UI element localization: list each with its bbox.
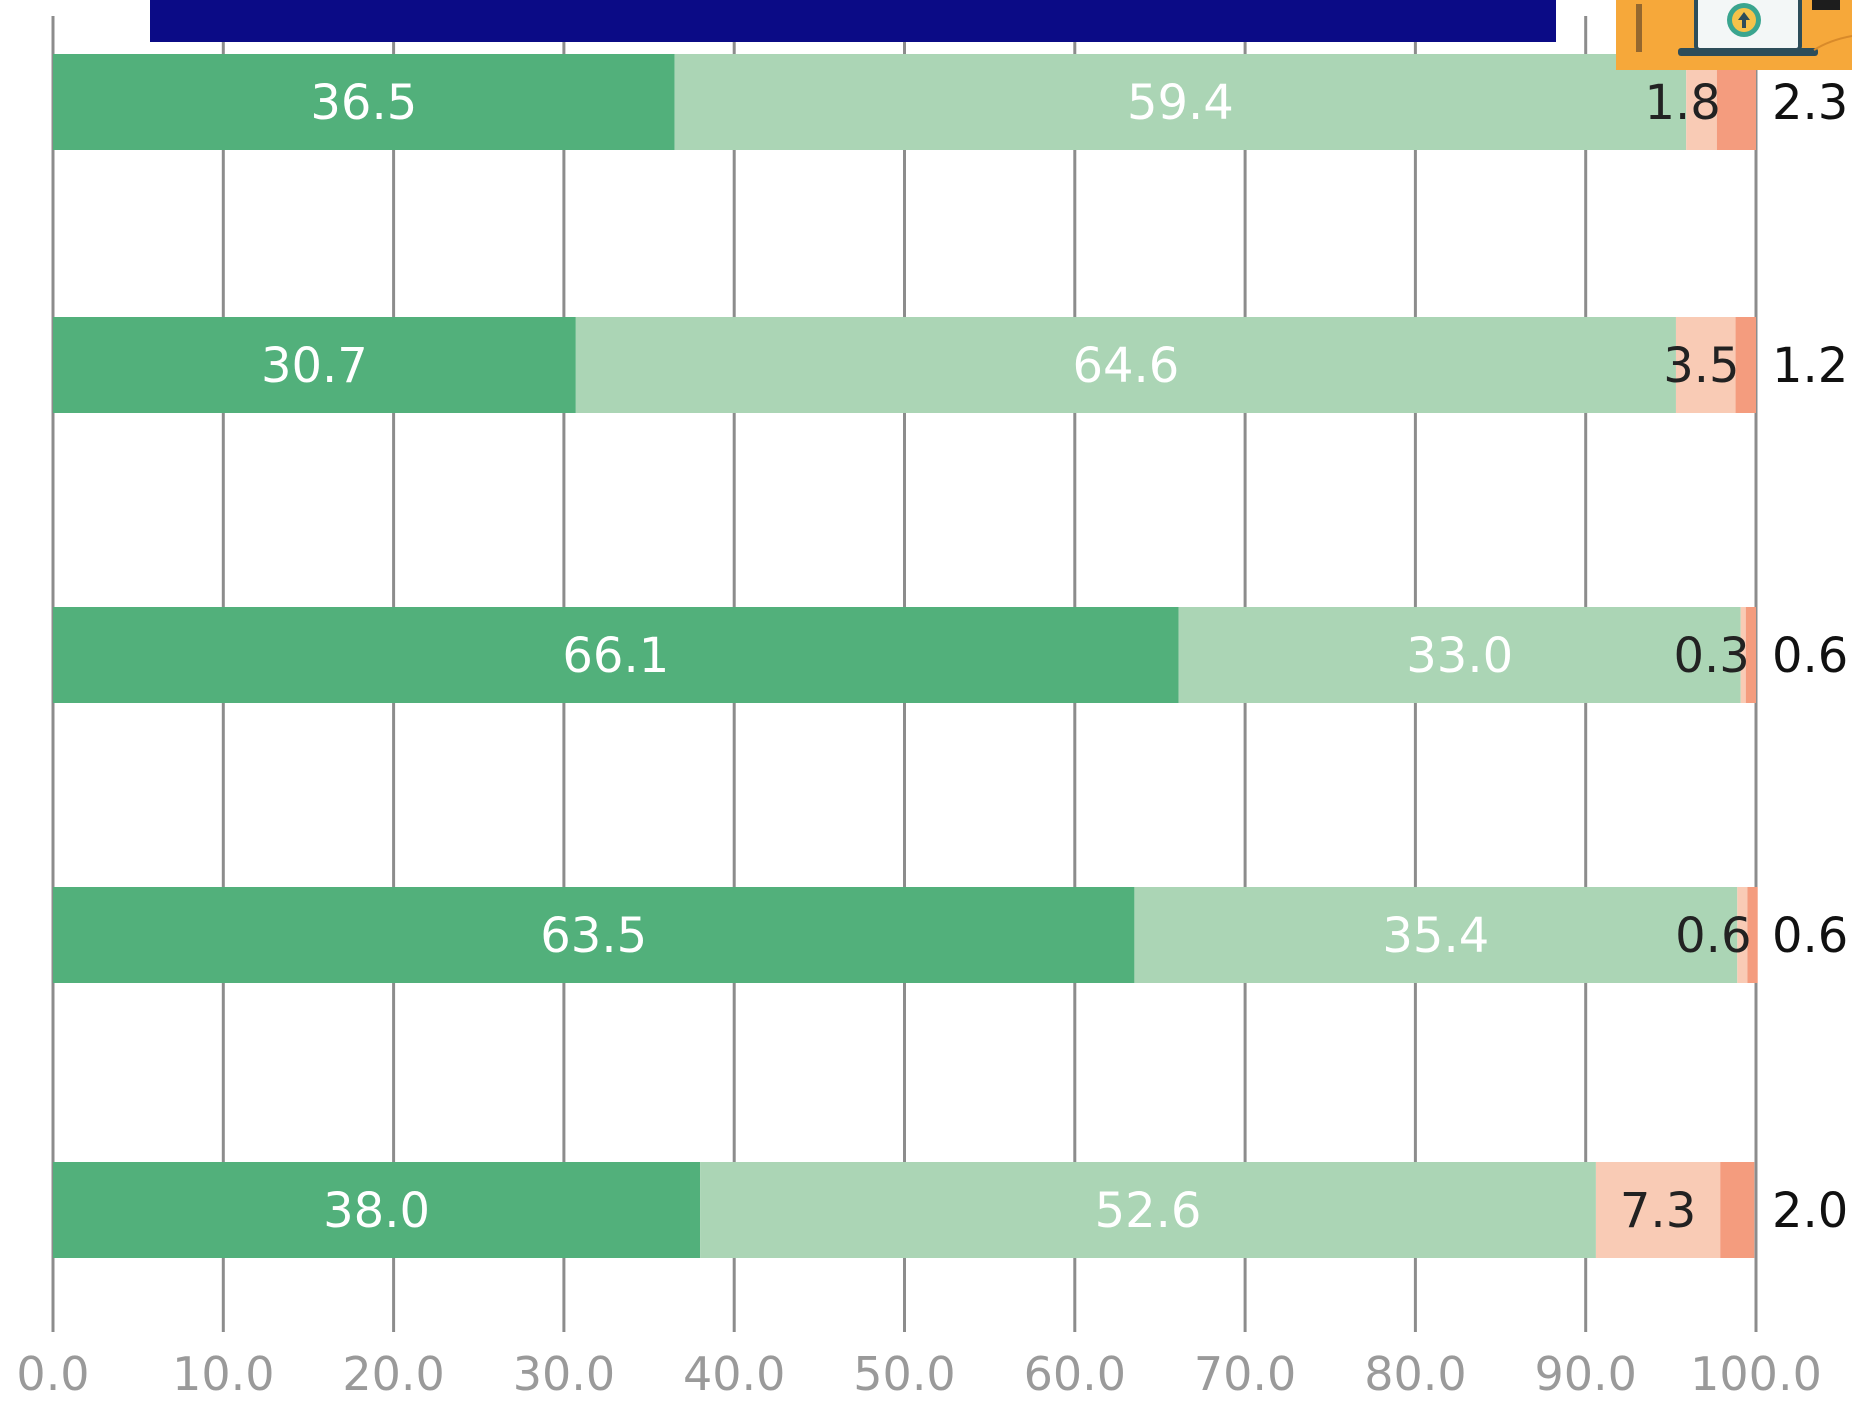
data-label: 30.7 — [261, 338, 368, 394]
data-label: 64.6 — [1072, 338, 1179, 394]
data-label: 52.6 — [1095, 1183, 1202, 1239]
data-label: 35.4 — [1382, 908, 1489, 964]
x-tick-label: 60.0 — [1024, 1347, 1126, 1401]
x-tick-label: 30.0 — [513, 1347, 615, 1401]
data-label: 63.5 — [540, 908, 647, 964]
bar-segment — [53, 54, 675, 150]
data-labels: 36.5 59.4 1.8 2.3 30.7 64.6 3.5 1.2 66.1 33.0 0.3 0… — [261, 75, 1848, 1239]
upload-laptop-icon — [1636, 0, 1852, 56]
bar-segment — [1740, 607, 1746, 703]
x-tick-label: 100.0 — [1690, 1347, 1822, 1401]
bar-segment — [1675, 317, 1736, 413]
data-label: 59.4 — [1127, 75, 1234, 131]
x-tick-label: 90.0 — [1534, 1347, 1636, 1401]
bar-segment — [1735, 317, 1756, 413]
data-label: 66.1 — [562, 628, 669, 684]
bar-segment — [1716, 54, 1756, 150]
bar-segment — [1737, 887, 1748, 983]
data-label: 7.3 — [1620, 1183, 1696, 1239]
x-tick-label: 50.0 — [853, 1347, 955, 1401]
bar-segment — [1178, 607, 1741, 703]
bar-segment — [1720, 1162, 1755, 1258]
x-tick-label: 20.0 — [342, 1347, 444, 1401]
title-banner — [150, 0, 1556, 42]
data-label: 2.0 — [1772, 1183, 1848, 1239]
x-axis: 0.0 10.0 20.0 30.0 40.0 50.0 60.0 70.0 80.0 90.0 1… — [16, 1347, 1821, 1401]
data-label: 36.5 — [310, 75, 417, 131]
x-tick-label: 80.0 — [1364, 1347, 1466, 1401]
x-tick-label: 70.0 — [1194, 1347, 1296, 1401]
x-tick-label: 0.0 — [16, 1347, 89, 1401]
bar-segment — [53, 1162, 701, 1258]
bar-segment — [700, 1162, 1596, 1258]
bar-segment — [53, 317, 576, 413]
data-label: 1.2 — [1772, 338, 1848, 394]
bar-segment — [1134, 887, 1738, 983]
data-label: 0.6 — [1675, 908, 1751, 964]
x-tick-label: 40.0 — [683, 1347, 785, 1401]
data-label: 1.8 — [1644, 75, 1720, 131]
logo — [1616, 0, 1852, 70]
bars — [53, 54, 1758, 1258]
bar-segment — [1595, 1162, 1721, 1258]
data-label: 38.0 — [323, 1183, 430, 1239]
bar-segment — [53, 607, 1179, 703]
bar-segment — [53, 887, 1135, 983]
data-label: 2.3 — [1772, 75, 1848, 131]
bar-segment — [1745, 607, 1756, 703]
bar-segment — [575, 317, 1676, 413]
bar-segment — [1747, 887, 1758, 983]
data-label: 33.0 — [1406, 628, 1513, 684]
data-label: 0.6 — [1772, 628, 1848, 684]
x-tick-label: 10.0 — [172, 1347, 274, 1401]
data-label: 0.6 — [1772, 908, 1848, 964]
bar-segment — [1686, 54, 1717, 150]
bar-segment — [674, 54, 1687, 150]
data-label: 0.3 — [1673, 628, 1749, 684]
data-label: 3.5 — [1663, 338, 1739, 394]
